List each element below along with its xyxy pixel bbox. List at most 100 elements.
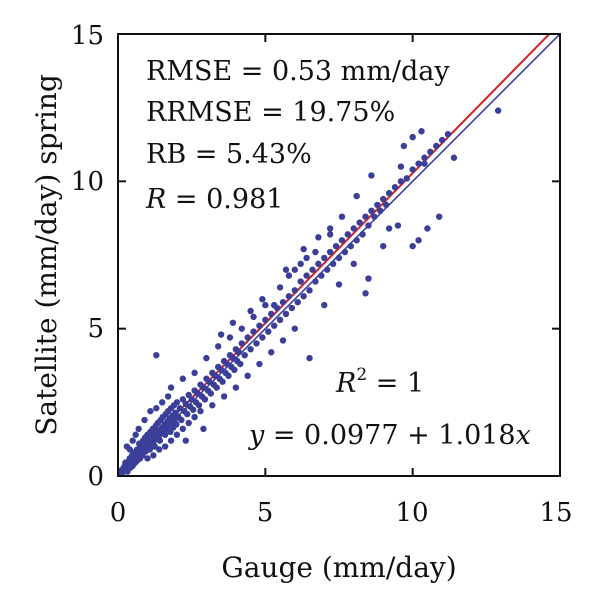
data-point bbox=[203, 354, 210, 362]
y-tick-label: 10 bbox=[71, 167, 104, 197]
data-point bbox=[244, 372, 251, 380]
data-point bbox=[385, 225, 393, 232]
data-point bbox=[332, 242, 340, 250]
data-point bbox=[338, 213, 346, 220]
y-axis-label: Satellite (mm/day) spring bbox=[30, 74, 63, 436]
data-point bbox=[179, 375, 187, 382]
data-point bbox=[225, 372, 232, 380]
data-point bbox=[326, 248, 334, 256]
r-squared: R2 = 1 bbox=[335, 365, 424, 399]
data-point bbox=[173, 399, 181, 406]
data-point bbox=[132, 431, 139, 438]
data-point bbox=[268, 310, 275, 318]
data-point bbox=[306, 354, 313, 362]
data-point bbox=[147, 407, 154, 415]
data-point bbox=[262, 301, 269, 309]
data-point bbox=[250, 313, 257, 321]
data-point bbox=[356, 219, 363, 226]
data-point bbox=[244, 334, 251, 341]
data-point bbox=[173, 421, 180, 428]
data-point bbox=[173, 431, 181, 438]
data-point bbox=[182, 437, 189, 444]
data-point bbox=[167, 437, 175, 444]
data-point bbox=[191, 369, 198, 377]
data-point bbox=[213, 384, 220, 391]
data-point bbox=[324, 266, 331, 273]
data-point bbox=[344, 231, 352, 238]
data-point bbox=[294, 298, 301, 306]
plot-frame bbox=[117, 33, 561, 477]
data-point bbox=[256, 322, 263, 329]
data-point bbox=[341, 248, 349, 256]
data-point bbox=[235, 349, 243, 356]
data-point bbox=[156, 446, 163, 453]
data-point bbox=[185, 419, 192, 427]
data-point bbox=[300, 245, 307, 253]
data-point bbox=[326, 225, 334, 232]
data-point bbox=[238, 325, 245, 332]
data-point bbox=[391, 184, 399, 191]
y-tick-label: 15 bbox=[71, 21, 104, 51]
data-point bbox=[276, 284, 284, 291]
r2-symbol: R bbox=[335, 368, 356, 399]
data-point bbox=[312, 248, 319, 256]
data-point bbox=[359, 231, 366, 238]
data-point bbox=[270, 301, 278, 309]
x-axis-label: Gauge (mm/day) bbox=[221, 551, 456, 584]
data-point bbox=[237, 360, 244, 368]
data-point bbox=[380, 242, 387, 250]
data-point bbox=[371, 213, 378, 220]
data-point bbox=[362, 213, 369, 220]
data-point bbox=[291, 325, 298, 332]
data-point bbox=[438, 136, 446, 144]
data-point bbox=[353, 192, 360, 200]
data-point bbox=[156, 437, 164, 444]
data-point bbox=[229, 319, 237, 326]
data-point bbox=[365, 275, 372, 282]
data-point bbox=[350, 225, 357, 232]
eq-x: x bbox=[516, 420, 531, 451]
x-tick-label: 5 bbox=[257, 498, 274, 528]
data-point bbox=[214, 343, 222, 350]
data-point bbox=[421, 154, 428, 161]
r2-exponent: 2 bbox=[356, 365, 367, 385]
data-point bbox=[159, 399, 166, 406]
y-tick-label: 5 bbox=[87, 314, 104, 344]
axis-ticks bbox=[117, 33, 561, 477]
r-symbol: R bbox=[145, 184, 166, 215]
data-point bbox=[353, 237, 360, 244]
data-point bbox=[189, 406, 197, 413]
data-point bbox=[259, 296, 266, 303]
data-point bbox=[184, 410, 191, 418]
data-point bbox=[397, 178, 405, 185]
data-point bbox=[195, 402, 203, 409]
data-point bbox=[409, 133, 416, 141]
r-value: = 0.981 bbox=[166, 184, 283, 215]
data-point bbox=[282, 266, 290, 273]
data-point bbox=[424, 225, 431, 232]
data-point bbox=[179, 425, 187, 433]
data-point bbox=[450, 154, 458, 161]
data-point bbox=[253, 340, 260, 347]
data-point bbox=[291, 266, 298, 273]
data-point bbox=[300, 293, 307, 300]
data-point bbox=[268, 349, 275, 356]
data-point bbox=[285, 293, 293, 300]
data-point bbox=[377, 207, 384, 214]
rrmse-stat: RRMSE = 19.75% bbox=[146, 97, 395, 128]
x-tick-label: 0 bbox=[110, 498, 127, 528]
data-point bbox=[144, 455, 151, 462]
data-point bbox=[329, 260, 337, 268]
rb-stat: RB = 5.43% bbox=[146, 139, 312, 170]
data-point bbox=[135, 425, 142, 433]
data-point bbox=[279, 337, 287, 344]
data-point bbox=[380, 195, 387, 203]
data-point bbox=[494, 107, 502, 114]
data-point bbox=[282, 310, 290, 318]
data-point bbox=[427, 148, 434, 156]
data-point bbox=[297, 278, 304, 285]
data-point bbox=[259, 334, 266, 341]
data-point bbox=[276, 316, 284, 324]
data-point bbox=[374, 201, 381, 209]
